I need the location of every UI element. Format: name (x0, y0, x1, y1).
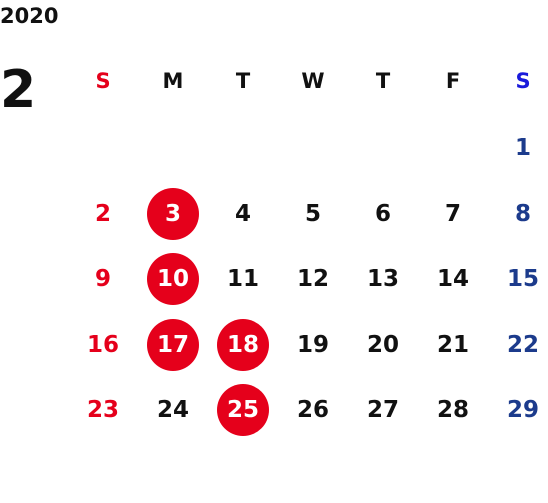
day-number: 25 (217, 384, 269, 436)
day-number: 16 (86, 331, 119, 358)
calendar-day[interactable]: 10 (138, 251, 208, 307)
day-number: 6 (374, 200, 391, 227)
day-number: 20 (366, 331, 399, 358)
weekday-header-mon: M (162, 69, 184, 93)
calendar-day[interactable]: 18 (208, 317, 278, 373)
day-number: 3 (147, 187, 199, 240)
calendar-day[interactable]: 24 (138, 382, 208, 438)
day-number: 22 (506, 331, 539, 358)
calendar-day[interactable]: 8 (488, 186, 548, 242)
day-number: 14 (436, 266, 469, 292)
calendar-day[interactable]: 2 (68, 186, 138, 242)
calendar-day[interactable]: 15 (488, 251, 548, 307)
month-number: 2 (0, 60, 37, 120)
calendar-day[interactable]: 23 (68, 382, 138, 438)
calendar-day[interactable]: 5 (278, 186, 348, 242)
day-number: 17 (147, 318, 199, 371)
weekday-header-fri: F (445, 69, 461, 93)
calendar-day[interactable]: 4 (208, 186, 278, 242)
day-number: 7 (444, 200, 461, 227)
calendar-day[interactable]: 20 (348, 317, 418, 373)
calendar-day[interactable]: 11 (208, 251, 278, 307)
day-number: 12 (296, 266, 329, 292)
calendar-day[interactable]: 27 (348, 382, 418, 438)
day-number: 15 (506, 266, 539, 292)
calendar-day[interactable]: 1 (488, 120, 548, 176)
weekday-header-sat: S (515, 69, 531, 93)
day-number: 18 (217, 318, 269, 371)
day-number: 10 (147, 253, 199, 305)
day-number: 1 (514, 135, 531, 161)
calendar-day[interactable]: 16 (68, 317, 138, 373)
calendar-day[interactable]: 22 (488, 317, 548, 373)
day-number: 27 (366, 397, 399, 423)
calendar-day[interactable]: 14 (418, 251, 488, 307)
calendar-day[interactable]: 21 (418, 317, 488, 373)
calendar-day[interactable]: 26 (278, 382, 348, 438)
day-number: 5 (304, 200, 321, 227)
calendar-day[interactable]: 19 (278, 317, 348, 373)
year-label: 2020 (0, 4, 59, 28)
day-number: 4 (234, 200, 251, 227)
calendar-day[interactable]: 17 (138, 317, 208, 373)
calendar-day[interactable]: 25 (208, 382, 278, 438)
day-number: 9 (94, 266, 111, 292)
calendar-day[interactable]: 6 (348, 186, 418, 242)
day-number: 19 (296, 331, 329, 358)
calendar-day[interactable]: 29 (488, 382, 548, 438)
calendar-day[interactable]: 7 (418, 186, 488, 242)
weekday-header-sun: S (95, 69, 111, 93)
day-number: 23 (86, 397, 119, 423)
calendar-grid: 1 2 3 4 5 6 7 8 9 10 11 12 13 14 15 16 17 18 19 20 21 22 23 24 2… (68, 120, 548, 460)
calendar-day[interactable]: 3 (138, 186, 208, 242)
calendar-day[interactable]: 28 (418, 382, 488, 438)
calendar-day[interactable]: 9 (68, 251, 138, 307)
weekday-header-thu: T (375, 69, 391, 93)
weekday-header-wed: W (301, 69, 325, 93)
day-number: 24 (156, 397, 189, 423)
day-number: 8 (514, 200, 531, 227)
day-number: 2 (94, 200, 111, 227)
day-number: 29 (506, 397, 539, 423)
weekday-header-tue: T (235, 69, 251, 93)
day-number: 11 (226, 266, 259, 292)
day-number: 28 (436, 397, 469, 423)
calendar-day[interactable]: 13 (348, 251, 418, 307)
day-number: 26 (296, 397, 329, 423)
calendar-day[interactable]: 12 (278, 251, 348, 307)
day-number: 13 (366, 266, 399, 292)
day-number: 21 (436, 331, 469, 358)
